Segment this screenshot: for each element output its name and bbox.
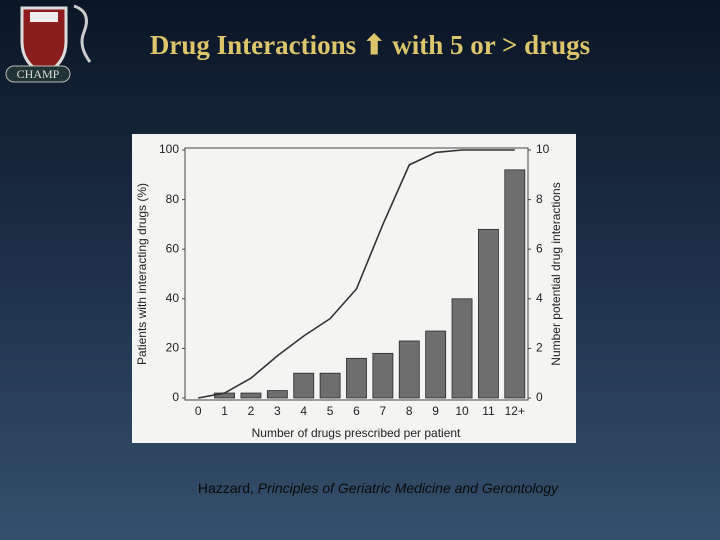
citation: Hazzard, Principles of Geriatric Medicin… <box>0 480 720 496</box>
y2-tick-label: 0 <box>536 390 543 404</box>
x-tick-label: 8 <box>406 404 413 418</box>
bar <box>398 340 420 399</box>
x-tick-label: 11 <box>482 404 495 418</box>
x-tick-label: 9 <box>432 404 439 418</box>
bar <box>372 352 394 399</box>
x-axis-title: Number of drugs prescribed per patient <box>252 426 461 440</box>
x-tick-label: 5 <box>327 404 334 418</box>
logo-text: CHAMP <box>17 67 60 81</box>
bar <box>425 330 447 399</box>
logo: CHAMP <box>5 4 92 83</box>
logo-stethoscope <box>73 4 92 63</box>
bar <box>504 169 526 399</box>
citation-work: Principles of Geriatric Medicine and Ger… <box>257 480 559 496</box>
x-tick-label: 3 <box>274 404 281 418</box>
x-tick-label: 0 <box>195 404 202 418</box>
line <box>198 149 515 399</box>
bar <box>266 390 288 399</box>
y2-tick-label: 10 <box>536 142 550 156</box>
y-axis-title: Patients with interacting drugs (%) <box>135 183 149 365</box>
chart: Number of drugs prescribed per patient P… <box>132 134 576 443</box>
x-tick-label: 10 <box>455 404 469 418</box>
citation-author: Hazzard, <box>197 480 254 496</box>
y2-axis-title: Number potential drug interactions <box>549 182 563 365</box>
bar <box>346 357 367 399</box>
logo-banner <box>5 65 71 83</box>
x-tick-label: 12+ <box>505 404 525 418</box>
y-tick-label: 40 <box>166 291 180 305</box>
y2-tick-label: 4 <box>536 291 543 305</box>
bar <box>293 372 315 399</box>
y2-tick-label: 2 <box>536 341 543 355</box>
logo-band <box>30 12 58 22</box>
y-tick-label: 60 <box>166 241 180 255</box>
y-tick-label: 100 <box>159 142 179 156</box>
bar <box>451 298 473 399</box>
bar <box>477 228 499 399</box>
slide-title: Drug Interactions ⬆ with 5 or > drugs <box>149 30 591 60</box>
y2-tick-label: 8 <box>536 192 543 206</box>
y-tick-label: 80 <box>166 192 180 206</box>
plot-frame <box>184 147 529 401</box>
x-tick-label: 1 <box>221 404 228 418</box>
x-tick-label: 7 <box>380 404 387 418</box>
y-tick-label: 20 <box>166 341 180 355</box>
y-tick-label: 0 <box>172 390 179 404</box>
x-tick-label: 2 <box>248 404 255 418</box>
bar <box>319 372 341 399</box>
y2-tick-label: 6 <box>536 241 543 255</box>
x-tick-label: 4 <box>300 404 307 418</box>
bar <box>240 392 262 399</box>
x-tick-label: 6 <box>353 404 360 418</box>
